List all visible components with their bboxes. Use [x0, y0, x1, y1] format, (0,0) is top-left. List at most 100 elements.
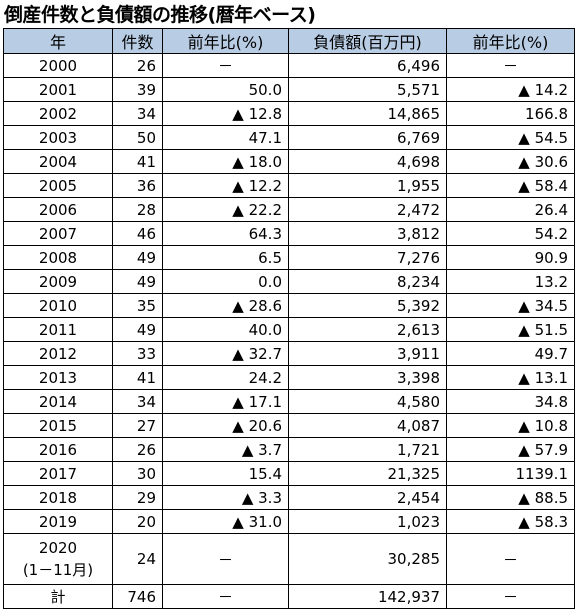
cell-count-yoy: 47.1 — [162, 125, 289, 150]
cell-debt-yoy: ▲ 30.6 — [446, 149, 575, 174]
cell-debt-yoy: ▲ 58.3 — [446, 509, 575, 534]
cell-count: 34 — [112, 101, 163, 126]
cell-debt: 2,613 — [288, 317, 447, 342]
cell-debt-yoy: ▲ 88.5 — [446, 485, 575, 510]
cell-debt: 7,276 — [288, 245, 447, 270]
cell-debt-yoy: ▲ 57.9 — [446, 437, 575, 462]
cell-debt-yoy: 26.4 — [446, 197, 575, 222]
cell-count: 26 — [112, 437, 163, 462]
cell-year: 2013 — [3, 365, 113, 390]
cell-count: 24 — [112, 533, 163, 585]
table-row: 2006 28 ▲ 22.2 2,472 26.4 — [3, 197, 575, 222]
cell-count-yoy: ▲ 18.0 — [162, 149, 289, 174]
table-row: 2011 49 40.0 2,613 ▲ 51.5 — [3, 317, 575, 342]
total-count: 746 — [112, 584, 163, 609]
cell-count: 28 — [112, 197, 163, 222]
cell-count: 49 — [112, 317, 163, 342]
cell-count: 30 — [112, 461, 163, 486]
table-row: 2002 34 ▲ 12.8 14,865 166.8 — [3, 101, 575, 126]
header-count: 件数 — [112, 28, 163, 54]
cell-debt-yoy: 49.7 — [446, 341, 575, 366]
cell-debt: 30,285 — [288, 533, 447, 585]
cell-debt-yoy: ▲ 14.2 — [446, 77, 575, 102]
cell-year: 2000 — [3, 53, 113, 78]
table-row: 2008 49 6.5 7,276 90.9 — [3, 245, 575, 270]
cell-year: 2005 — [3, 173, 113, 198]
total-debt: 142,937 — [288, 584, 447, 609]
cell-count-yoy: 6.5 — [162, 245, 289, 270]
cell-debt: 21,325 — [288, 461, 447, 486]
cell-debt-yoy: ▲ 34.5 — [446, 293, 575, 318]
cell-year: 2011 — [3, 317, 113, 342]
cell-count-yoy: 0.0 — [162, 269, 289, 294]
cell-year: 2019 — [3, 509, 113, 534]
table-row: 2015 27 ▲ 20.6 4,087 ▲ 10.8 — [3, 413, 575, 438]
cell-count: 46 — [112, 221, 163, 246]
cell-count: 29 — [112, 485, 163, 510]
cell-debt-yoy: 13.2 — [446, 269, 575, 294]
cell-debt: 1,023 — [288, 509, 447, 534]
cell-debt: 6,769 — [288, 125, 447, 150]
cell-year: 2004 — [3, 149, 113, 174]
table-row: 2003 50 47.1 6,769 ▲ 54.5 — [3, 125, 575, 150]
header-row: 年 件数 前年比(%) 負債額(百万円) 前年比(%) — [3, 28, 575, 54]
cell-count: 49 — [112, 269, 163, 294]
cell-year: 2006 — [3, 197, 113, 222]
cell-debt-yoy: 34.8 — [446, 389, 575, 414]
cell-year: 2008 — [3, 245, 113, 270]
table-row: 2019 20 ▲ 31.0 1,023 ▲ 58.3 — [3, 509, 575, 534]
cell-count-yoy: － — [162, 53, 289, 78]
cell-debt: 1,955 — [288, 173, 447, 198]
cell-debt: 3,911 — [288, 341, 447, 366]
cell-debt: 5,392 — [288, 293, 447, 318]
cell-count: 50 — [112, 125, 163, 150]
cell-count: 41 — [112, 149, 163, 174]
cell-year: 2017 — [3, 461, 113, 486]
table-row: 2013 41 24.2 3,398 ▲ 13.1 — [3, 365, 575, 390]
table-title: 倒産件数と負債額の推移(暦年ベース) — [4, 4, 316, 26]
table-row-2020: 2020 (1－11月) 24 － 30,285 － — [3, 533, 575, 585]
header-debt: 負債額(百万円) — [288, 28, 447, 54]
cell-debt-yoy: 90.9 — [446, 245, 575, 270]
cell-count-yoy: ▲ 28.6 — [162, 293, 289, 318]
cell-year: 2002 — [3, 101, 113, 126]
cell-year: 2016 — [3, 437, 113, 462]
cell-debt-yoy: 1139.1 — [446, 461, 575, 486]
cell-year: 2010 — [3, 293, 113, 318]
cell-count-yoy: ▲ 3.7 — [162, 437, 289, 462]
cell-debt-yoy: ▲ 51.5 — [446, 317, 575, 342]
cell-debt: 2,454 — [288, 485, 447, 510]
cell-count-yoy: ▲ 3.3 — [162, 485, 289, 510]
cell-count-yoy: ▲ 20.6 — [162, 413, 289, 438]
cell-year: 2015 — [3, 413, 113, 438]
cell-debt-yoy: 54.2 — [446, 221, 575, 246]
total-count-yoy: － — [162, 584, 289, 609]
cell-debt: 14,865 — [288, 101, 447, 126]
cell-debt: 5,571 — [288, 77, 447, 102]
cell-debt: 6,496 — [288, 53, 447, 78]
cell-count-yoy: 64.3 — [162, 221, 289, 246]
cell-debt-yoy: ▲ 58.4 — [446, 173, 575, 198]
year-line-1: 2020 — [38, 539, 78, 557]
cell-count-yoy: ▲ 12.2 — [162, 173, 289, 198]
cell-debt: 3,398 — [288, 365, 447, 390]
cell-year: 2003 — [3, 125, 113, 150]
table-row: 2014 34 ▲ 17.1 4,580 34.8 — [3, 389, 575, 414]
cell-count-yoy: 50.0 — [162, 77, 289, 102]
table-row: 2001 39 50.0 5,571 ▲ 14.2 — [3, 77, 575, 102]
cell-count: 41 — [112, 365, 163, 390]
cell-year: 2018 — [3, 485, 113, 510]
header-year: 年 — [3, 28, 113, 54]
table-row: 2012 33 ▲ 32.7 3,911 49.7 — [3, 341, 575, 366]
cell-count: 34 — [112, 389, 163, 414]
cell-debt: 8,234 — [288, 269, 447, 294]
cell-year: 2012 — [3, 341, 113, 366]
cell-count-yoy: 15.4 — [162, 461, 289, 486]
cell-debt-yoy: － — [446, 53, 575, 78]
header-debt-yoy: 前年比(%) — [446, 28, 575, 54]
cell-debt: 2,472 — [288, 197, 447, 222]
cell-count: 36 — [112, 173, 163, 198]
table-row: 2004 41 ▲ 18.0 4,698 ▲ 30.6 — [3, 149, 575, 174]
cell-debt-yoy: 166.8 — [446, 101, 575, 126]
cell-count: 39 — [112, 77, 163, 102]
